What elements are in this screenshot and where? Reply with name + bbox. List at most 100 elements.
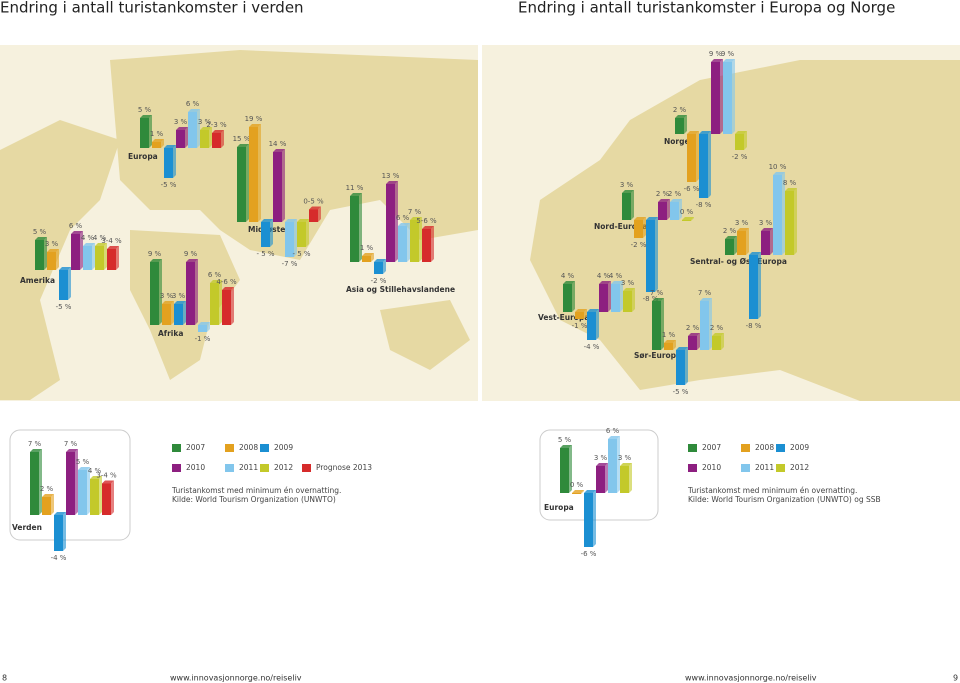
bar-top [95,243,107,246]
bar [572,493,581,494]
value-label: 3 % [735,219,749,227]
value-label: 3 % [45,240,59,248]
value-label: 9 % [184,250,198,258]
bar [688,336,697,350]
bar-side [306,219,309,247]
bar-top [309,206,321,210]
bar-side [282,149,285,222]
value-label: 9 % [709,50,723,58]
bar-top [608,436,620,439]
bar [83,246,92,270]
bar-side [744,131,747,150]
value-label: 7 % [28,440,42,448]
region-label: Europa [128,152,158,161]
bar [422,229,431,262]
bar [164,148,173,178]
bar-side [92,243,95,270]
value-label: 3-4 % [96,472,117,480]
bar [646,220,655,292]
bar [670,202,679,220]
legend-swatch [776,444,785,452]
bar-top [186,259,198,262]
bar-side [87,467,90,515]
bar-top [584,490,596,493]
bar [623,291,632,312]
bar [186,262,195,325]
legend-label: Prognose 2013 [316,463,372,472]
bar-side [593,490,596,547]
value-label: 7 % [650,289,664,297]
value-label: -5 % [161,181,177,189]
bar-top [54,512,66,515]
region-label: Sør-Europa [634,351,681,360]
europa-frame [539,429,659,521]
bar-top [676,347,688,350]
bar-side [684,115,687,134]
region-label: Afrika [158,329,183,338]
bar [78,470,87,515]
bar-top [712,333,724,336]
value-label: - 5 % [292,250,310,258]
bar-top [188,109,200,112]
region-label: Asia og Stillehavslandene [346,285,455,294]
value-label: 0-5 % [303,198,324,206]
legend-label: 2010 [186,463,205,472]
bar-top [422,226,434,229]
value-label: 4 % [597,272,611,280]
bar-top [623,288,635,291]
note: Turistankomst med minimum én overnatting… [171,486,341,495]
bar-top [152,139,164,142]
bar [374,262,383,274]
bar [30,452,39,515]
bar [699,134,708,198]
bar-side [770,228,773,255]
url[interactable]: www.innovasjonnorge.no/reiseliv [170,674,302,683]
value-label: -8 % [643,295,659,303]
value-label: 3 % [759,219,773,227]
bar-side [632,288,635,312]
bar-side [758,252,761,319]
bar-top [237,144,249,147]
bar [200,130,209,148]
bar [54,515,63,551]
bar-top [90,476,102,479]
bar-side [746,228,749,255]
value-label: 2 % [668,190,682,198]
value-label: 6 % [396,214,410,222]
value-label: 9 % [148,250,162,258]
value-label: 19 % [245,115,263,123]
value-label: 3 % [172,292,186,300]
bar-top [140,115,152,118]
page-number: 8 [2,674,7,683]
url[interactable]: www.innovasjonnorge.no/reiseliv [685,674,817,683]
value-label: -8 % [746,322,762,330]
legend-swatch [172,444,181,452]
bar [587,312,596,340]
bar-top [222,287,234,290]
legend-label: 2010 [702,463,721,472]
bar [107,249,116,270]
bar [237,147,246,222]
bar-side [596,309,599,340]
bar-side [673,340,676,350]
bar-side [116,246,119,270]
bar-top [711,59,723,62]
value-label: 3-4 % [101,237,122,245]
bar [95,246,104,270]
bar-side [183,301,186,325]
bar-top [575,309,587,312]
bar [560,448,569,493]
bar-top [200,127,212,130]
bar-side [620,281,623,312]
bar-top [646,217,658,220]
value-label: 1 % [360,244,374,252]
bar-side [697,333,700,350]
value-label: 4 % [93,234,107,242]
bar [152,142,161,148]
value-label: 6 % [606,427,620,435]
value-label: 3 % [174,118,188,126]
bar-top [285,219,297,222]
value-label: 5 % [558,436,572,444]
bar-side [667,199,670,220]
bar-side [44,237,47,270]
